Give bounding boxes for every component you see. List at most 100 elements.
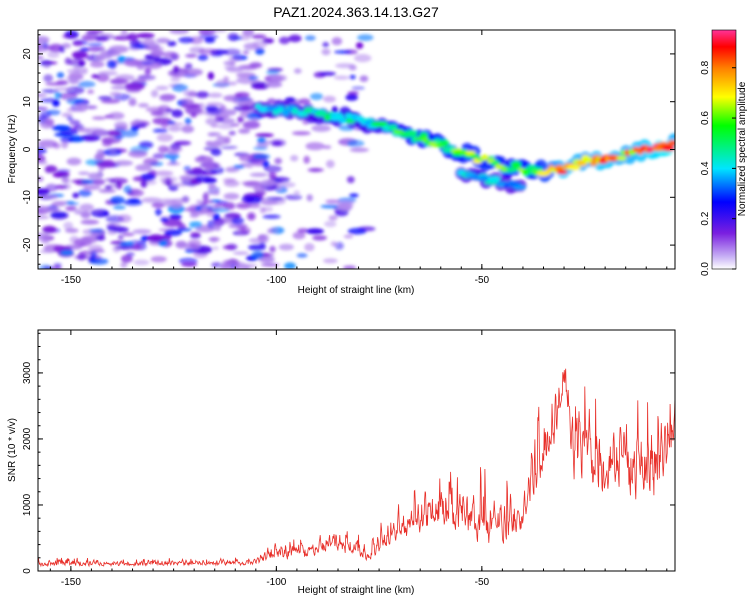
heatmap-noise-cell (269, 175, 278, 181)
heatmap-ridge-cell (668, 141, 675, 146)
heatmap-noise-cell (338, 202, 353, 211)
heatmap-noise-cell (235, 202, 252, 209)
chart-title: PAZ1.2024.363.14.13.G27 (273, 4, 439, 20)
heatmap-noise-cell (349, 193, 359, 198)
heatmap-noise-cell (240, 226, 251, 235)
heatmap-noise-cell (274, 157, 283, 165)
heatmap-noise-cell (278, 36, 290, 45)
heatmap-noise-cell (38, 160, 48, 165)
heatmap-noise-cell (259, 256, 275, 263)
heatmap-noise-cell (220, 145, 238, 150)
heatmap-noise-cell (254, 47, 265, 55)
heatmap-noise-cell (98, 96, 113, 101)
heatmap-ridge-cell (291, 107, 299, 115)
heatmap-noise-cell (249, 172, 268, 177)
heatmap-noise-cell (237, 116, 245, 123)
heatmap-noise-cell (133, 259, 150, 266)
heatmap-ridge-cell (522, 168, 531, 176)
heatmap-noise-cell (354, 54, 372, 63)
heatmap-noise-cell (199, 34, 219, 40)
heatmap-noise-cell (83, 184, 101, 190)
heatmap-noise-cell (73, 208, 82, 215)
heatmap-noise-cell (229, 261, 246, 268)
heatmap-noise-cell (168, 125, 182, 132)
heatmap-noise-cell (269, 74, 287, 82)
heatmap-noise-cell (155, 85, 169, 91)
heatmap-noise-cell (164, 229, 183, 237)
heatmap-noise-cell (206, 30, 227, 33)
heatmap-noise-cell (80, 219, 100, 225)
heatmap-noise-cell (163, 51, 177, 58)
snr-xtick-label: -150 (61, 577, 81, 588)
heatmap-noise-cell (257, 137, 266, 144)
heatmap-noise-cell (223, 136, 231, 143)
heatmap-noise-cell (227, 81, 238, 86)
snr-xlabel: Height of straight line (km) (298, 585, 415, 596)
heatmap-noise-cell (147, 234, 165, 243)
heatmap-noise-cell (66, 157, 82, 166)
heatmap-noise-cell (95, 235, 106, 241)
heatmap-noise-cell (141, 197, 162, 204)
heatmap-noise-cell (304, 35, 316, 41)
heatmap-noise-cell (325, 159, 335, 169)
heatmap-noise-cell (95, 130, 109, 136)
heatmap-noise-cell (228, 130, 236, 136)
heatmap-noise-cell (152, 128, 168, 133)
heatmap-noise-cell (203, 161, 215, 171)
heatmap-noise-cell (140, 61, 155, 65)
heatmap-noise-cell (50, 211, 69, 220)
heatmap-noise-blobs (38, 30, 376, 269)
heatmap-noise-cell (322, 41, 330, 48)
heatmap-noise-cell (296, 253, 308, 258)
heatmap-ytick-label: 0 (22, 146, 33, 152)
heatmap-ridge-cell (512, 185, 527, 190)
heatmap-noise-cell (66, 116, 74, 120)
heatmap-ridge-cell (433, 138, 442, 144)
heatmap-noise-cell (38, 146, 47, 155)
heatmap-noise-cell (184, 169, 204, 177)
heatmap-noise-cell (150, 49, 165, 58)
heatmap-noise-cell (140, 173, 156, 181)
colorbar-tick-label: 0.2 (700, 211, 711, 225)
heatmap-noise-cell (223, 61, 236, 65)
heatmap-noise-cell (222, 245, 236, 250)
heatmap-noise-cell (38, 106, 49, 111)
heatmap-noise-cell (187, 239, 202, 248)
heatmap-noise-cell (68, 58, 86, 67)
heatmap-noise-cell (112, 226, 129, 233)
heatmap-noise-cell (112, 35, 133, 41)
heatmap-noise-cell (265, 81, 283, 88)
heatmap-noise-cell (77, 171, 90, 175)
heatmap-noise-cell (263, 165, 282, 173)
heatmap-ridge-cell (646, 146, 654, 153)
heatmap-noise-cell (135, 164, 152, 172)
heatmap-noise-cell (211, 262, 223, 268)
heatmap-ridge-cell (536, 167, 543, 173)
heatmap-noise-cell (265, 197, 284, 201)
heatmap-noise-cell (54, 87, 74, 91)
heatmap-ytick-label: -10 (22, 190, 33, 205)
heatmap-noise-cell (109, 149, 117, 155)
snr-xtick-label: -50 (475, 577, 490, 588)
heatmap-noise-cell (190, 232, 201, 238)
heatmap-noise-cell (212, 246, 219, 250)
heatmap-noise-cell (128, 61, 138, 67)
heatmap-noise-cell (45, 82, 65, 86)
heatmap-noise-cell (359, 75, 369, 82)
heatmap-noise-cell (290, 155, 299, 162)
heatmap-noise-cell (180, 98, 194, 106)
heatmap-noise-cell (252, 153, 271, 160)
heatmap-noise-cell (310, 93, 324, 101)
heatmap-noise-cell (108, 177, 128, 185)
heatmap-noise-cell (170, 202, 183, 209)
heatmap-noise-cell (293, 68, 302, 74)
heatmap-ridge-cell (477, 175, 491, 181)
heatmap-noise-cell (223, 180, 240, 187)
heatmap-ridge-cell (487, 176, 501, 183)
heatmap-noise-cell (108, 45, 129, 54)
heatmap-noise-cell (60, 249, 74, 256)
heatmap-noise-cell (39, 249, 55, 254)
heatmap-noise-cell (150, 89, 159, 98)
